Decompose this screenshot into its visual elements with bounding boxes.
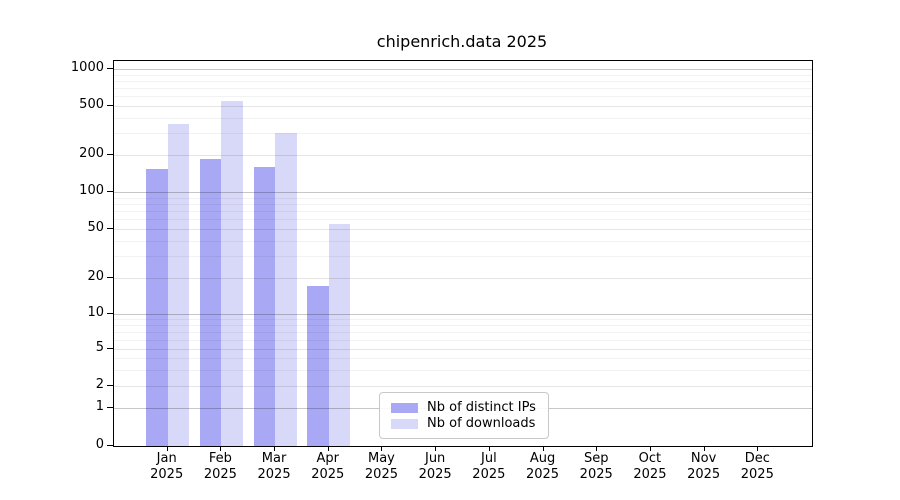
gridline-10 — [114, 314, 812, 315]
x-tick-label-sep: Sep 2025 — [579, 451, 613, 482]
x-tick-label-jan: Jan 2025 — [150, 451, 184, 482]
bar-distinct-ips-mar — [253, 166, 276, 446]
gridline-8 — [114, 325, 812, 327]
y-tick-mark — [107, 154, 113, 155]
gridline-60 — [114, 219, 812, 221]
gridline-6 — [114, 339, 812, 341]
x-tick-mark — [381, 446, 383, 451]
gridline-100 — [114, 192, 812, 193]
x-tick-label-apr: Apr 2025 — [311, 451, 345, 482]
gridline-30 — [114, 256, 812, 258]
x-tick-label-feb: Feb 2025 — [203, 451, 237, 482]
plot-area: Nb of distinct IPs Nb of downloads — [113, 60, 813, 447]
x-tick-label-dec: Dec 2025 — [740, 451, 774, 482]
y-tick-label-2: 2 — [95, 377, 104, 392]
x-tick-label-jul: Jul 2025 — [472, 451, 506, 482]
y-tick-label-1000: 1000 — [70, 60, 104, 75]
gridline-4 — [114, 358, 812, 359]
y-tick-mark — [107, 191, 113, 192]
bar-downloads-jan — [167, 124, 190, 446]
y-tick-mark — [107, 445, 113, 446]
x-tick-label-aug: Aug 2025 — [525, 451, 560, 482]
x-tick-label-nov: Nov 2025 — [687, 451, 721, 482]
gridline-700 — [114, 88, 812, 90]
y-tick-mark — [107, 277, 113, 278]
y-tick-label-1: 1 — [95, 399, 104, 414]
legend-swatch-downloads — [391, 419, 418, 429]
y-tick-mark — [107, 105, 113, 106]
gridline-5 — [114, 349, 812, 350]
gridline-7 — [114, 332, 812, 333]
y-tick-label-20: 20 — [87, 269, 104, 284]
gridline-80 — [114, 203, 812, 205]
x-tick-mark — [649, 446, 651, 451]
gridline-300 — [114, 133, 812, 135]
y-tick-label-5: 5 — [95, 340, 104, 355]
y-tick-mark — [107, 228, 113, 229]
gridline-800 — [114, 80, 812, 82]
legend-label-distinct-ips: Nb of distinct IPs — [427, 400, 536, 415]
bar-distinct-ips-jan — [146, 168, 168, 446]
bar-distinct-ips-apr — [307, 286, 329, 446]
gridline-600 — [114, 96, 812, 98]
x-tick-mark — [220, 446, 222, 451]
gridline-50 — [114, 229, 812, 230]
y-tick-label-10: 10 — [87, 305, 104, 320]
y-tick-mark — [107, 407, 113, 408]
x-tick-label-jun: Jun 2025 — [418, 451, 452, 482]
chart-title: chipenrich.data 2025 — [376, 32, 548, 51]
gridline-400 — [114, 117, 812, 119]
x-tick-mark — [757, 446, 759, 451]
y-tick-label-500: 500 — [79, 97, 104, 112]
legend-label-downloads: Nb of downloads — [427, 416, 536, 431]
y-tick-label-0: 0 — [95, 437, 104, 452]
y-tick-label-100: 100 — [79, 183, 104, 198]
x-tick-mark — [596, 446, 598, 451]
gridline-40 — [114, 240, 812, 242]
gridline-500 — [114, 106, 812, 107]
y-tick-mark — [107, 68, 113, 69]
legend-swatch-distinct-ips — [391, 403, 418, 413]
gridline-90 — [114, 197, 812, 199]
x-tick-label-may: May 2025 — [364, 451, 398, 482]
gridline-3 — [114, 369, 812, 371]
x-tick-mark — [488, 446, 490, 451]
y-tick-mark — [107, 313, 113, 314]
bar-distinct-ips-feb — [199, 159, 222, 446]
legend-item-downloads: Nb of downloads — [391, 416, 537, 432]
y-tick-mark — [107, 348, 113, 349]
x-tick-mark — [327, 446, 329, 451]
y-tick-label-200: 200 — [79, 146, 104, 161]
x-tick-label-oct: Oct 2025 — [633, 451, 667, 482]
gridline-9 — [114, 319, 812, 321]
x-tick-mark — [166, 446, 168, 451]
x-tick-label-mar: Mar 2025 — [257, 451, 291, 482]
gridline-2 — [114, 386, 812, 387]
x-tick-mark — [542, 446, 544, 451]
legend-item-distinct-ips: Nb of distinct IPs — [391, 400, 537, 416]
x-tick-mark — [274, 446, 276, 451]
gridline-70 — [114, 211, 812, 213]
gridline-900 — [114, 74, 812, 76]
y-tick-mark — [107, 385, 113, 386]
gridline-20 — [114, 278, 812, 279]
bar-downloads-feb — [221, 100, 243, 446]
x-tick-mark — [703, 446, 705, 451]
legend: Nb of distinct IPs Nb of downloads — [379, 392, 549, 439]
bar-downloads-mar — [275, 133, 297, 446]
gridline-200 — [114, 155, 812, 156]
x-tick-mark — [435, 446, 437, 451]
gridline-1000 — [114, 69, 812, 70]
bar-downloads-apr — [328, 223, 351, 446]
y-tick-label-50: 50 — [87, 220, 104, 235]
